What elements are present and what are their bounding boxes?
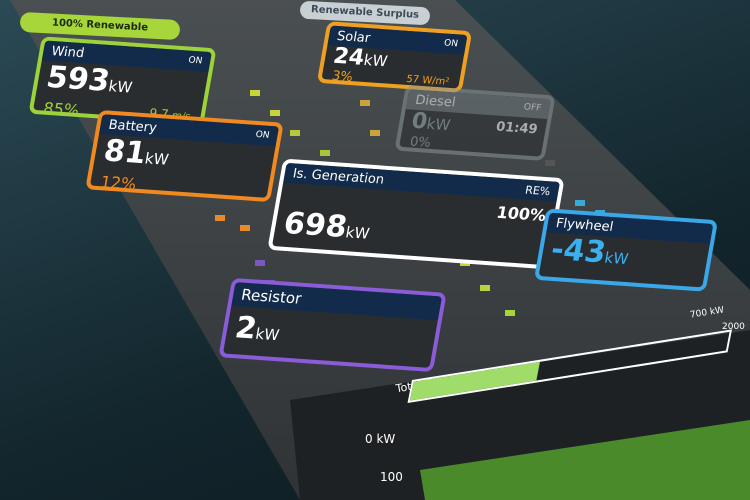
generation-re-value: 100% — [495, 202, 548, 225]
battery-name: Battery — [107, 117, 159, 136]
battery-unit: kW — [143, 149, 171, 169]
wind-status: ON — [187, 55, 204, 67]
battery-percent: 12% — [99, 172, 138, 194]
generation-re-label: RE% — [524, 183, 552, 198]
flywheel-card: Flywheel -43kW — [533, 208, 719, 292]
wind-value: 593 — [43, 59, 113, 99]
wind-unit: kW — [107, 77, 134, 97]
wind-percent: 85% — [41, 98, 81, 120]
flywheel-value: -43 — [548, 231, 609, 271]
solar-status: ON — [443, 38, 459, 50]
diesel-name: Diesel — [414, 92, 457, 111]
generation-unit: kW — [344, 223, 371, 243]
resistor-name: Resistor — [239, 285, 303, 308]
generation-card: Is. Generation RE% 100% 698kW — [267, 158, 565, 270]
flywheel-unit: kW — [603, 248, 630, 269]
demand-low-label: 100 — [380, 470, 403, 484]
diesel-percent: 0% — [408, 134, 432, 151]
diesel-timer: 01:49 — [494, 119, 539, 138]
battery-card: Battery ON 81kW 12% — [85, 109, 284, 203]
demand-zero-label: 0 kW — [365, 432, 396, 446]
diesel-card: Diesel OFF 0kW 01:49 0% — [394, 85, 556, 161]
resistor-card: Resistor 2kW — [218, 277, 447, 373]
demand-max2-label: 2000 — [722, 322, 745, 332]
solar-unit: kW — [362, 50, 389, 71]
solar-card: Solar ON 24kW 3% 57 W/m² — [316, 21, 473, 93]
battery-status: ON — [254, 129, 271, 141]
solar-value: 24 — [331, 43, 367, 71]
solar-percent: 3% — [330, 68, 354, 86]
battery-value: 81 — [101, 133, 149, 172]
resistor-unit: kW — [254, 324, 281, 345]
solar-name: Solar — [335, 28, 372, 46]
generation-value: 698 — [281, 205, 350, 246]
solar-irradiance: 57 — [405, 73, 420, 86]
wind-name: Wind — [50, 43, 86, 61]
diesel-unit: kW — [425, 114, 452, 135]
diesel-status: OFF — [522, 102, 543, 114]
